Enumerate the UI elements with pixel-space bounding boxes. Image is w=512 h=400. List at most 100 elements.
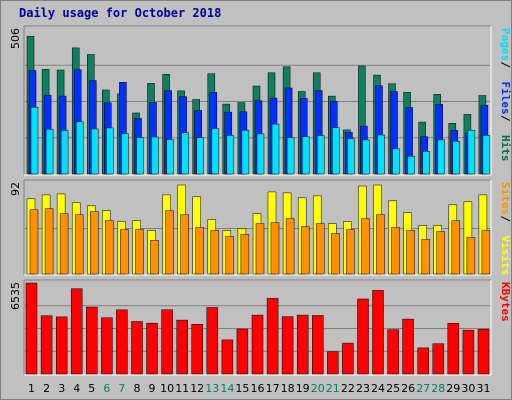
bar-sites-day-3 [59,213,69,275]
bar-kbytes-day-2 [40,315,53,375]
x-tick-label-4: 4 [73,382,80,395]
x-tick-label-26: 26 [401,382,415,395]
bar-kbytes-day-20 [312,315,324,375]
bar-sites-day-11 [180,214,189,275]
bar-pages-day-9 [151,136,159,175]
bar-kbytes-day-27 [417,347,429,375]
y-max-label: 506 [9,28,22,49]
panels: 506 Pages / Files / Hits 92 Sites / Visits 6… [9,25,512,376]
bar-sites-day-7 [120,229,129,275]
legend-item-files: Files [499,82,512,115]
legend-separator: / [499,115,512,122]
x-tick-label-8: 8 [134,382,141,395]
bar-kbytes-day-29 [447,323,460,375]
bar-sites-day-2 [44,208,54,275]
bar-pages-day-10 [166,139,174,175]
legend-item-hits: Hits [499,135,512,162]
bar-sites-day-12 [195,227,204,275]
bar-kbytes-day-14 [221,339,234,375]
legend-separator: / [499,62,512,69]
bar-kbytes-day-22 [342,342,354,375]
bar-pages-day-28 [437,139,445,175]
bar-sites-day-25 [391,227,400,275]
bar-pages-day-20 [316,135,325,175]
y-max-label: 92 [9,182,22,196]
bar-kbytes-day-13 [206,307,219,375]
bar-sites-day-15 [240,234,250,275]
x-tick-label-24: 24 [371,382,385,395]
bar-pages-day-15 [241,129,250,175]
bar-pages-day-22 [347,138,355,175]
x-tick-label-1: 1 [28,382,35,395]
bar-kbytes-day-16 [251,314,264,375]
bar-sites-day-29 [451,220,461,275]
x-tick-label-2: 2 [43,382,50,395]
bar-pages-day-31 [482,135,491,175]
bar-kbytes-day-9 [146,322,158,375]
bar-pages-day-11 [181,132,189,175]
x-axis: 1 2 3 4 5 6 7 8 9 10 11 12 13 14 15 16 17 18 19 20 21 22 23 24 2… [28,382,491,395]
x-tick-label-14: 14 [220,382,234,395]
x-tick-label-11: 11 [175,382,189,395]
panel-hits-files-pages: 506 Pages / Files / Hits [9,25,512,176]
x-tick-label-22: 22 [341,382,355,395]
bar-kbytes-day-10 [161,309,173,375]
x-tick-label-13: 13 [205,382,219,395]
bar-pages-day-14 [226,135,235,175]
y-max-label: 6535 [9,282,22,310]
x-tick-label-23: 23 [356,382,370,395]
chart-title: Daily usage for October 2018 [19,6,221,20]
legend-hits-files-pages: Pages / Files / Hits [499,28,512,162]
bar-pages-day-27 [422,151,430,175]
bar-sites-day-21 [331,233,340,275]
bar-pages-day-24 [377,134,385,175]
x-tick-label-18: 18 [281,382,295,395]
bar-pages-day-16 [256,133,265,175]
bar-pages-day-12 [196,137,204,175]
bar-sites-day-22 [346,229,355,275]
bar-sites-day-14 [225,236,235,275]
bar-sites-day-26 [406,230,415,275]
x-tick-label-20: 20 [311,382,325,395]
x-tick-label-15: 15 [235,382,249,395]
bar-kbytes-day-25 [387,329,399,375]
bar-kbytes-day-12 [191,324,203,375]
bar-pages-day-25 [392,148,400,175]
bar-kbytes-day-26 [402,318,414,375]
panel-visits-sites: 92 Sites / Visits [9,179,512,276]
bar-sites-day-27 [421,239,430,275]
bar-pages-day-18 [286,137,295,175]
x-tick-label-12: 12 [190,382,204,395]
bar-sites-day-23 [361,218,370,275]
bar-pages-day-17 [271,123,280,175]
bar-kbytes-day-24 [372,290,384,375]
legend-item-pages: Pages [499,28,512,61]
x-tick-label-21: 21 [326,382,340,395]
bar-sites-day-1 [29,209,39,275]
legend-item-visits: Visits [499,236,512,276]
bar-sites-day-4 [74,214,84,275]
bar-sites-day-17 [270,222,280,275]
x-tick-label-19: 19 [296,382,310,395]
x-tick-label-5: 5 [88,382,95,395]
bar-pages-day-2 [45,129,54,175]
bar-kbytes-day-15 [236,328,249,375]
bar-kbytes-day-8 [131,321,143,375]
bar-sites-day-5 [90,211,99,275]
x-tick-label-25: 25 [386,382,400,395]
bar-pages-day-7 [121,133,129,175]
bar-sites-day-13 [210,230,220,275]
bar-kbytes-day-17 [266,298,279,375]
x-tick-label-31: 31 [477,382,491,395]
x-tick-label-30: 30 [461,382,475,395]
legend-item-kbytes: KBytes [499,282,512,322]
bar-kbytes-day-7 [116,309,128,375]
x-tick-label-7: 7 [118,382,125,395]
bar-kbytes-day-11 [176,319,188,375]
bar-kbytes-day-5 [86,306,98,375]
bar-pages-day-23 [362,139,370,175]
x-tick-label-3: 3 [58,382,65,395]
bar-sites-day-19 [300,226,310,275]
bar-pages-day-26 [407,155,415,175]
